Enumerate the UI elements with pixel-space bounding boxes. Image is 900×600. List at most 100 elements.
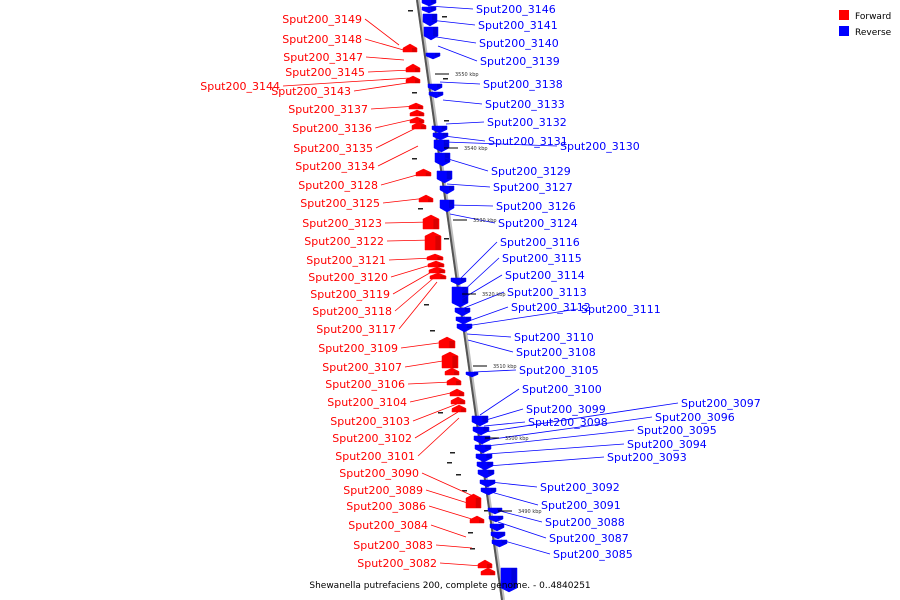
reverse-gene-glyph[interactable] xyxy=(488,515,504,523)
reverse-gene-glyph[interactable] xyxy=(439,185,455,195)
reverse-gene-label[interactable]: Sput200_3111 xyxy=(581,303,661,316)
forward-gene-label[interactable]: Sput200_3149 xyxy=(282,13,362,26)
forward-gene-label[interactable]: Sput200_3125 xyxy=(300,197,380,210)
forward-gene-glyph[interactable] xyxy=(441,351,459,369)
reverse-gene-label[interactable]: Sput200_3140 xyxy=(479,37,559,50)
forward-gene-glyph[interactable] xyxy=(450,396,466,405)
reverse-gene-label[interactable]: Sput200_3130 xyxy=(560,140,640,153)
forward-gene-glyph[interactable] xyxy=(480,567,496,576)
forward-gene-label[interactable]: Sput200_3123 xyxy=(302,217,382,230)
forward-gene-label[interactable]: Sput200_3106 xyxy=(325,378,405,391)
reverse-gene-label[interactable]: Sput200_3114 xyxy=(505,269,585,282)
forward-gene-label[interactable]: Sput200_3090 xyxy=(339,467,419,480)
forward-gene-label[interactable]: Sput200_3083 xyxy=(353,539,433,552)
reverse-gene-label[interactable]: Sput200_3088 xyxy=(545,516,625,529)
reverse-gene-glyph[interactable] xyxy=(450,277,467,286)
reverse-gene-label[interactable]: Sput200_3085 xyxy=(553,548,633,561)
forward-gene-label[interactable]: Sput200_3117 xyxy=(316,323,396,336)
forward-gene-glyph[interactable] xyxy=(469,515,485,524)
reverse-gene-glyph[interactable] xyxy=(421,0,437,7)
reverse-gene-glyph[interactable] xyxy=(434,152,451,167)
forward-gene-glyph[interactable] xyxy=(422,214,440,230)
reverse-gene-glyph[interactable] xyxy=(439,199,455,213)
forward-gene-label[interactable]: Sput200_3135 xyxy=(293,142,373,155)
reverse-gene-glyph[interactable] xyxy=(421,6,437,14)
forward-gene-label[interactable]: Sput200_3119 xyxy=(310,288,390,301)
forward-gene-label[interactable]: Sput200_3122 xyxy=(304,235,384,248)
reverse-gene-label[interactable]: Sput200_3133 xyxy=(485,98,565,111)
forward-gene-label[interactable]: Sput200_3134 xyxy=(295,160,375,173)
reverse-gene-glyph[interactable] xyxy=(431,125,448,134)
forward-gene-glyph[interactable] xyxy=(402,43,418,53)
reverse-gene-label[interactable]: Sput200_3139 xyxy=(480,55,560,68)
forward-gene-label[interactable]: Sput200_3145 xyxy=(285,66,365,79)
reverse-gene-label[interactable]: Sput200_3095 xyxy=(637,424,717,437)
reverse-gene-label[interactable]: Sput200_3146 xyxy=(476,3,556,16)
forward-gene-label[interactable]: Sput200_3101 xyxy=(335,450,415,463)
forward-gene-glyph[interactable] xyxy=(409,116,425,124)
reverse-gene-glyph[interactable] xyxy=(471,415,489,427)
reverse-gene-label[interactable]: Sput200_3132 xyxy=(487,116,567,129)
forward-gene-glyph[interactable] xyxy=(427,260,445,268)
reverse-gene-label[interactable]: Sput200_3092 xyxy=(540,481,620,494)
reverse-gene-label[interactable]: Sput200_3094 xyxy=(627,438,707,451)
forward-gene-label[interactable]: Sput200_3136 xyxy=(292,122,372,135)
forward-gene-label[interactable]: Sput200_3118 xyxy=(312,305,392,318)
forward-gene-label[interactable]: Sput200_3120 xyxy=(308,271,388,284)
reverse-gene-label[interactable]: Sput200_3097 xyxy=(681,397,761,410)
reverse-gene-glyph[interactable] xyxy=(436,170,453,184)
reverse-gene-glyph[interactable] xyxy=(455,316,472,325)
reverse-gene-glyph[interactable] xyxy=(432,132,449,141)
reverse-gene-glyph[interactable] xyxy=(489,523,505,532)
reverse-gene-label[interactable]: Sput200_3129 xyxy=(491,165,571,178)
reverse-gene-glyph[interactable] xyxy=(491,539,508,548)
reverse-gene-label[interactable]: Sput200_3115 xyxy=(502,252,582,265)
reverse-gene-glyph[interactable] xyxy=(476,461,494,471)
reverse-gene-label[interactable]: Sput200_3105 xyxy=(519,364,599,377)
reverse-gene-label[interactable]: Sput200_3108 xyxy=(516,346,596,359)
reverse-gene-label[interactable]: Sput200_3093 xyxy=(607,451,687,464)
reverse-gene-label[interactable]: Sput200_3110 xyxy=(514,331,594,344)
forward-gene-label[interactable]: Sput200_3128 xyxy=(298,179,378,192)
forward-gene-label[interactable]: Sput200_3137 xyxy=(288,103,368,116)
reverse-gene-label[interactable]: Sput200_3127 xyxy=(493,181,573,194)
reverse-gene-label[interactable]: Sput200_3099 xyxy=(526,403,606,416)
reverse-gene-label[interactable]: Sput200_3113 xyxy=(507,286,587,299)
forward-gene-label[interactable]: Sput200_3082 xyxy=(357,557,437,570)
reverse-gene-glyph[interactable] xyxy=(490,531,506,540)
forward-gene-label[interactable]: Sput200_3148 xyxy=(282,33,362,46)
forward-gene-glyph[interactable] xyxy=(451,404,467,413)
reverse-gene-label[interactable]: Sput200_3091 xyxy=(541,499,621,512)
reverse-gene-label[interactable]: Sput200_3096 xyxy=(655,411,735,424)
forward-gene-label[interactable]: Sput200_3147 xyxy=(283,51,363,64)
forward-gene-label[interactable]: Sput200_3143 xyxy=(271,85,351,98)
reverse-gene-label[interactable]: Sput200_3100 xyxy=(522,383,602,396)
forward-gene-glyph[interactable] xyxy=(409,109,425,117)
forward-gene-label[interactable]: Sput200_3109 xyxy=(318,342,398,355)
forward-gene-label[interactable]: Sput200_3121 xyxy=(306,254,386,267)
reverse-gene-label[interactable]: Sput200_3131 xyxy=(488,135,568,148)
reverse-gene-label[interactable]: Sput200_3087 xyxy=(549,532,629,545)
reverse-gene-glyph[interactable] xyxy=(474,444,492,454)
reverse-gene-glyph[interactable] xyxy=(433,139,450,153)
forward-gene-glyph[interactable] xyxy=(465,493,482,509)
forward-gene-label[interactable]: Sput200_3107 xyxy=(322,361,402,374)
reverse-gene-glyph[interactable] xyxy=(500,567,518,593)
reverse-gene-label[interactable]: Sput200_3141 xyxy=(478,19,558,32)
forward-gene-label[interactable]: Sput200_3102 xyxy=(332,432,412,445)
reverse-gene-label[interactable]: Sput200_3138 xyxy=(483,78,563,91)
forward-gene-glyph[interactable] xyxy=(411,121,427,130)
forward-gene-glyph[interactable] xyxy=(444,367,460,376)
reverse-gene-label[interactable]: Sput200_3116 xyxy=(500,236,580,249)
reverse-gene-label[interactable]: Sput200_3112 xyxy=(511,301,591,314)
reverse-gene-glyph[interactable] xyxy=(425,52,441,60)
reverse-gene-glyph[interactable] xyxy=(472,426,490,436)
reverse-gene-glyph[interactable] xyxy=(451,286,469,308)
reverse-gene-label[interactable]: Sput200_3124 xyxy=(498,217,578,230)
reverse-gene-glyph[interactable] xyxy=(454,307,471,317)
forward-gene-glyph[interactable] xyxy=(424,231,442,251)
forward-gene-label[interactable]: Sput200_3089 xyxy=(343,484,423,497)
reverse-gene-label[interactable]: Sput200_3098 xyxy=(528,416,608,429)
reverse-gene-glyph[interactable] xyxy=(487,507,503,515)
forward-gene-glyph[interactable] xyxy=(426,253,444,261)
